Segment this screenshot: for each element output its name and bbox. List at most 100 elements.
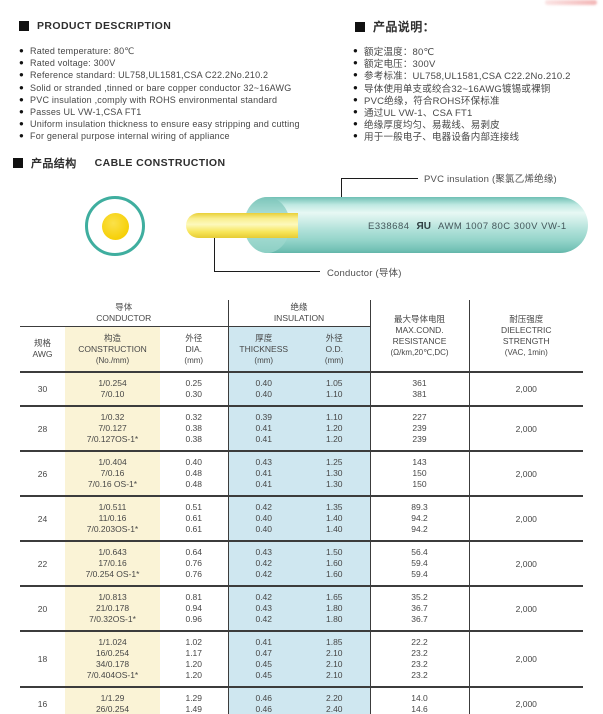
resistance-cell: 35.2 36.7 36.7 (369, 586, 470, 631)
dia-cell: 1.02 1.17 1.20 1.20 (185, 637, 203, 680)
list-item: ● For general purpose internal wiring of … (19, 131, 230, 142)
list-item: ● PVC insulation ,comply with ROHS enviro… (19, 94, 278, 105)
section-square-icon (355, 21, 365, 32)
dielectric-cell: 2,000 (468, 496, 584, 541)
construction-cell: 1/1.29 26/0.254 (65, 687, 160, 714)
dia-cell: 0.64 0.76 0.76 (185, 547, 203, 579)
column-header-row: 规格 AWG 构造 CONSTRUCTION (No./mm) 外径 DIA. … (20, 326, 583, 373)
awg-cell: 26 (37, 468, 48, 479)
bullet-icon: ● (19, 58, 25, 68)
spec-row-awg-16: 16 1/1.29 26/0.254 1.29 1.49 0.46 0.46 2.20 2.40… (20, 687, 584, 714)
col-header-dia: 外径 DIA. (mm) (160, 326, 228, 373)
ul-file-number: E338684 (368, 221, 410, 232)
construction-cell: 1/0.254 7/0.10 (65, 372, 160, 406)
list-item: ● Rated voltage: 300V (19, 58, 116, 69)
construction-cell: 1/1.024 16/0.254 34/0.178 7/0.404OS-1* (65, 631, 160, 687)
list-item: ● 参考标准：UL758,UL1581,CSA C22.2No.210.2 (353, 70, 571, 83)
spec-table: 导体 CONDUCTOR 绝缘 INSULATION 最大导体电阻 MAX.CO… (20, 300, 584, 714)
insulation-label: PVC insulation (聚氯乙烯绝缘) (424, 174, 557, 185)
bullet-icon: ● (353, 82, 359, 92)
bullet-icon: ● (19, 119, 25, 129)
bullet-icon: ● (353, 58, 359, 68)
bullet-icon: ● (353, 46, 359, 56)
construction-cell: 1/0.643 17/0.16 7/0.254 OS-1* (65, 541, 160, 586)
bullet-icon: ● (19, 82, 25, 92)
group-header-row: 导体 CONDUCTOR 绝缘 INSULATION 最大导体电阻 MAX.CO… (20, 300, 584, 373)
resistance-cell: 14.0 14.6 (369, 687, 470, 714)
dia-cell: 0.40 0.48 0.48 (185, 457, 203, 489)
resistance-cell: 22.2 23.2 23.2 23.2 (369, 631, 470, 687)
spec-row-awg-28: 28 1/0.32 7/0.127 7/0.127OS-1* 0.32 0.38 0.38 0… (20, 406, 584, 451)
awg-cell: 16 (37, 699, 48, 709)
construction-cell: 1/0.813 21/0.178 7/0.32OS-1* (65, 586, 160, 631)
thickness-cell: 0.42 0.40 0.40 (227, 496, 299, 541)
spec-table-body: 30 1/0.254 7/0.10 0.25 0.30 0.40 0.40 1.05 1.10 3… (20, 372, 584, 714)
od-cell: 1.50 1.60 1.60 (299, 541, 371, 586)
awg-cell: 18 (37, 654, 48, 664)
list-item: ● 额定电压：300V (353, 58, 436, 71)
od-cell: 1.05 1.10 (299, 372, 371, 406)
awg-cell: 20 (37, 603, 48, 614)
dielectric-cell: 2,000 (468, 631, 584, 687)
product-notes-title: 产品说明： (373, 20, 436, 34)
od-cell: 1.25 1.30 1.30 (299, 451, 371, 496)
spec-row-awg-24: 24 1/0.511 11/0.16 7/0.203OS-1* 0.51 0.61 0.61… (20, 496, 584, 541)
spec-row-awg-18: 18 1/1.024 16/0.254 34/0.178 7/0.404OS-1* 1.0… (20, 631, 584, 687)
dia-cell: 0.81 0.94 0.96 (185, 592, 203, 624)
od-cell: 1.35 1.40 1.40 (299, 496, 371, 541)
list-item: ● 导体使用单支或绞合32~16AWG镀锡或裸铜 (353, 82, 551, 95)
list-item: ● Uniform insulation thickness to ensure … (19, 119, 300, 130)
bullet-icon: ● (19, 70, 25, 80)
product-notes-list: ● 额定温度：80℃ ● 额定电压：300V ● 参考标准：UL758,UL1581,CS… (353, 45, 571, 144)
group-header-conductor: 导体 CONDUCTOR (20, 300, 228, 327)
list-item: ● 通过UL VW-1、CSA FT1 (353, 107, 473, 120)
list-item: ● 用于一般电子、电器设备内部连接线 (353, 131, 520, 144)
dia-cell: 0.25 0.30 (185, 378, 203, 399)
dielectric-cell: 2,000 (468, 451, 584, 496)
od-cell: 1.10 1.20 1.20 (299, 406, 371, 451)
group-header-insulation: 绝缘 INSULATION (227, 300, 371, 327)
construction-cell: 1/0.404 7/0.16 7/0.16 OS-1* (65, 451, 160, 496)
ul-recognized-mark-icon: ЯU (416, 221, 431, 232)
thickness-cell: 0.40 0.40 (227, 372, 299, 406)
cable-construction-header: 产品结构 CABLE CONSTRUCTION (13, 155, 225, 171)
awg-cell: 28 (37, 423, 48, 434)
dielectric-cell: 2,000 (468, 372, 584, 406)
list-item: ● Solid or stranded ,tinned or bare coppe… (19, 82, 292, 93)
thickness-cell: 0.46 0.46 (227, 687, 299, 714)
thickness-cell: 0.39 0.41 0.41 (227, 406, 299, 451)
product-description-list: ● Rated temperature: 80℃ ● Rated voltage: 3… (19, 45, 300, 143)
conductor-callout-line (214, 271, 320, 272)
od-cell: 1.85 2.10 2.10 2.10 (299, 631, 371, 687)
col-header-od: 外径 O.D. (mm) (299, 326, 371, 373)
dielectric-cell: 2,000 (468, 586, 584, 631)
product-notes-header: 产品说明： (355, 18, 435, 35)
awg-cell: 24 (37, 513, 48, 524)
list-item: ● 绝缘厚度均匀、易裁线、易剥皮 (353, 119, 500, 132)
product-description-title: PRODUCT DESCRIPTION (37, 20, 172, 32)
od-cell: 2.20 2.40 (299, 687, 371, 714)
conductor-label: Conductor (导体) (327, 268, 402, 279)
thickness-cell: 0.41 0.47 0.45 0.45 (227, 631, 299, 687)
bullet-icon: ● (353, 94, 359, 104)
bullet-icon: ● (19, 107, 25, 117)
bullet-icon: ● (353, 107, 359, 117)
spec-row-awg-26: 26 1/0.404 7/0.16 7/0.16 OS-1* 0.40 0.48 0.48 0… (20, 451, 584, 496)
spec-row-awg-20: 20 1/0.813 21/0.178 7/0.32OS-1* 0.81 0.94 0.96… (20, 586, 584, 631)
insulation-callout-line (341, 178, 418, 179)
col-header-construction: 构造 CONSTRUCTION (No./mm) (65, 326, 160, 373)
product-description-header: PRODUCT DESCRIPTION (19, 20, 171, 32)
bullet-icon: ● (19, 46, 25, 56)
resistance-cell: 143 150 150 (369, 451, 470, 496)
list-item: ● PVC绝缘，符合ROHS环保标准 (353, 94, 500, 107)
section-square-icon (19, 21, 29, 31)
construction-cell: 1/0.511 11/0.16 7/0.203OS-1* (65, 496, 160, 541)
od-cell: 1.65 1.80 1.80 (299, 586, 371, 631)
cable-print: E338684 ЯU AWM 1007 80C 300V VW-1 (368, 221, 567, 232)
cable-construction-title-en: CABLE CONSTRUCTION (94, 157, 226, 169)
resistance-cell: 361 381 (369, 372, 470, 406)
bullet-icon: ● (353, 131, 359, 141)
list-item: ● Reference standard: UL758,UL1581,CSA C2… (19, 70, 269, 81)
awg-cell: 22 (37, 558, 48, 569)
bullet-icon: ● (353, 70, 359, 80)
